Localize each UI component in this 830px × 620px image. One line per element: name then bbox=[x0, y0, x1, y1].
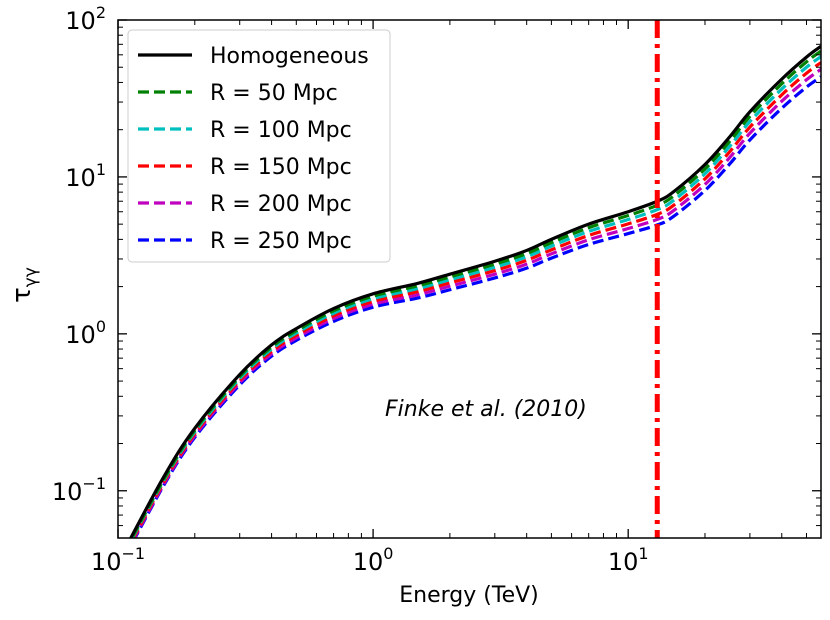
legend-label-3: R = 150 Mpc bbox=[210, 155, 352, 180]
series-line-5 bbox=[133, 75, 821, 538]
x-tick-label: 10−1 bbox=[91, 544, 145, 576]
legend-label-5: R = 250 Mpc bbox=[210, 229, 352, 254]
legend-label-4: R = 200 Mpc bbox=[210, 192, 352, 217]
y-axis-label-symbol: τ bbox=[7, 287, 37, 303]
y-tick-label: 10−1 bbox=[52, 474, 106, 506]
x-tick-label: 100 bbox=[353, 544, 394, 576]
x-axis-label: Energy (TeV) bbox=[399, 583, 538, 608]
legend-label-2: R = 100 Mpc bbox=[210, 118, 352, 143]
plot-frame bbox=[117, 19, 822, 539]
legend: Homogeneous R = 50 Mpc R = 100 Mpc R = 150 … bbox=[127, 29, 391, 263]
legend-label-0: Homogeneous bbox=[210, 44, 369, 69]
legend-frame bbox=[127, 29, 391, 263]
series-line-0 bbox=[128, 44, 821, 538]
y-tick-label: 101 bbox=[65, 160, 106, 192]
y-tick-label: 100 bbox=[65, 317, 106, 349]
x-tick-label: 101 bbox=[608, 544, 649, 576]
series-line-4 bbox=[132, 68, 821, 538]
y-axis-label: τγγ bbox=[7, 267, 41, 303]
annotation-text: Finke et al. (2010) bbox=[385, 397, 587, 422]
legend-label-1: R = 50 Mpc bbox=[210, 81, 338, 106]
y-axis-label-subscript: γγ bbox=[21, 267, 41, 287]
y-tick-label: 102 bbox=[65, 3, 106, 35]
